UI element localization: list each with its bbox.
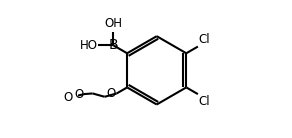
Text: HO: HO xyxy=(80,39,98,52)
Text: OH: OH xyxy=(104,18,122,30)
Text: O: O xyxy=(63,91,72,104)
Text: B: B xyxy=(108,38,118,52)
Text: O: O xyxy=(107,87,116,100)
Text: O: O xyxy=(74,88,83,101)
Text: Cl: Cl xyxy=(199,95,210,108)
Text: Cl: Cl xyxy=(199,33,210,46)
